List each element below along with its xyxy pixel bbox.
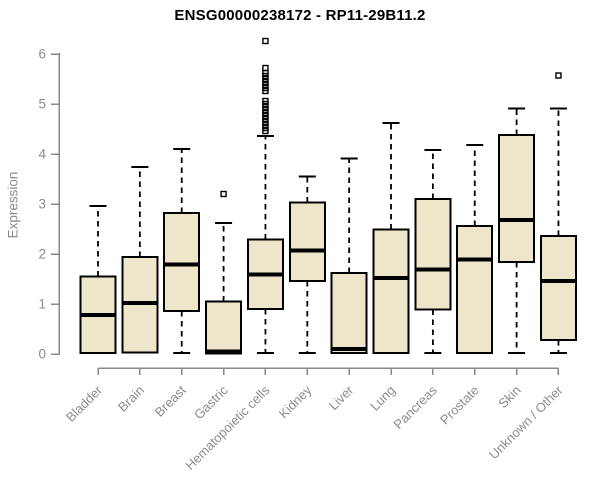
iqr-box bbox=[414, 198, 452, 311]
iqr-box bbox=[163, 212, 201, 312]
y-tick-label: 2 bbox=[38, 247, 46, 262]
box-prostate bbox=[456, 144, 494, 354]
x-category-label-breast: Breast bbox=[152, 382, 189, 419]
outlier-point bbox=[262, 87, 269, 95]
outlier-point bbox=[555, 72, 562, 79]
box-gastric bbox=[205, 190, 243, 355]
box-brain bbox=[121, 166, 159, 354]
outlier-point bbox=[220, 190, 227, 198]
y-tick-label: 6 bbox=[38, 47, 46, 62]
box-kidney bbox=[288, 175, 326, 354]
iqr-box bbox=[539, 235, 577, 341]
x-category-label-unknown-other: Unknown / Other bbox=[486, 382, 566, 462]
box-lung bbox=[372, 122, 410, 354]
box-liver bbox=[330, 157, 368, 354]
outlier-point bbox=[262, 37, 269, 45]
x-category-label-kidney: Kidney bbox=[276, 382, 315, 421]
x-category-label-skin: Skin bbox=[495, 383, 523, 411]
y-tick-label: 0 bbox=[38, 347, 46, 362]
iqr-box bbox=[288, 201, 326, 282]
box-breast bbox=[163, 148, 201, 354]
x-category-label-prostate: Prostate bbox=[437, 383, 482, 428]
y-tick-label: 5 bbox=[38, 97, 46, 112]
y-tick-label: 1 bbox=[38, 297, 46, 312]
x-category-label-gastric: Gastric bbox=[191, 382, 231, 422]
x-category-label-pancreas: Pancreas bbox=[391, 382, 441, 432]
iqr-box bbox=[372, 228, 410, 354]
x-category-label-lung: Lung bbox=[367, 383, 398, 414]
box-pancreas bbox=[414, 149, 452, 354]
box-hematopoietic-cells bbox=[246, 37, 284, 354]
box-unknown-other bbox=[539, 72, 577, 354]
iqr-box bbox=[330, 272, 368, 354]
iqr-box bbox=[498, 134, 536, 263]
y-tick-label: 3 bbox=[38, 197, 46, 212]
x-category-label-liver: Liver bbox=[326, 382, 357, 413]
outlier-point bbox=[262, 64, 269, 72]
x-category-label-bladder: Bladder bbox=[63, 382, 106, 425]
y-tick-label: 4 bbox=[38, 147, 46, 162]
iqr-box bbox=[456, 225, 494, 354]
iqr-box bbox=[205, 300, 243, 355]
box-bladder bbox=[79, 205, 117, 354]
box-skin bbox=[498, 107, 536, 354]
chart-title: ENSG00000238172 - RP11-29B11.2 bbox=[174, 7, 426, 24]
outlier-point bbox=[262, 127, 269, 135]
x-category-label-brain: Brain bbox=[115, 383, 147, 415]
